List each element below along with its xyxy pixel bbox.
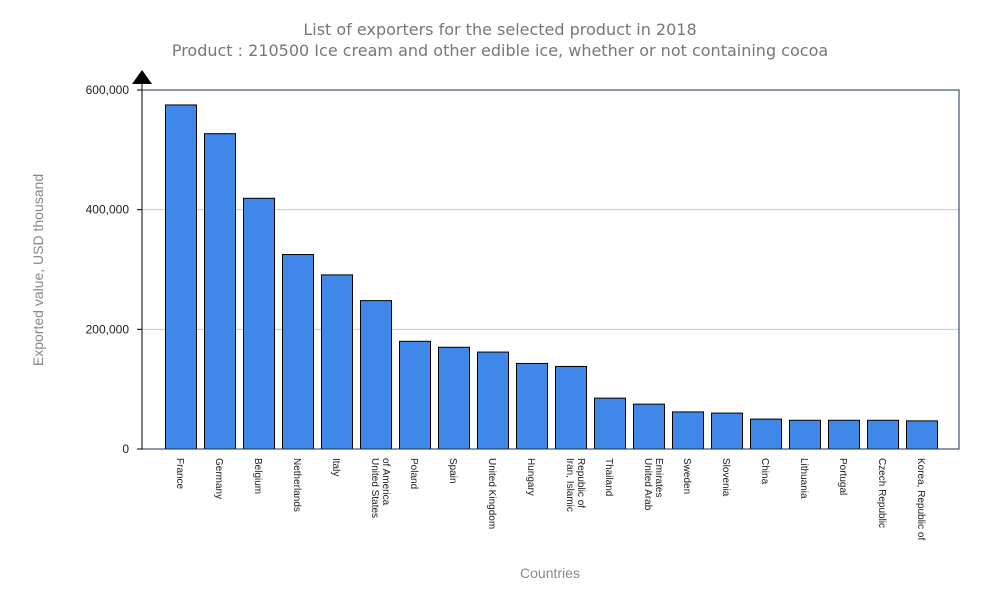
bar[interactable] xyxy=(321,274,353,450)
x-tick-label: Lithuania xyxy=(798,458,809,499)
x-tick-label: United States xyxy=(369,458,380,518)
x-tick-label: Portugal xyxy=(837,458,848,495)
bar[interactable] xyxy=(594,397,626,450)
x-tick-label: of America xyxy=(380,458,391,506)
x-tick-label: Slovenia xyxy=(720,458,731,497)
bar[interactable] xyxy=(360,300,392,450)
bar[interactable] xyxy=(906,420,938,450)
gridlines xyxy=(142,209,959,330)
x-tick-label: China xyxy=(759,458,770,485)
x-tick-label: United Kingdom xyxy=(486,458,497,529)
y-tick-label: 200,000 xyxy=(86,322,130,336)
bar[interactable] xyxy=(516,362,548,450)
bar[interactable] xyxy=(477,351,509,450)
x-tick-label: Belgium xyxy=(252,458,263,494)
bar[interactable] xyxy=(399,340,431,450)
x-tick-label: Hungary xyxy=(525,458,536,496)
bar[interactable] xyxy=(282,254,314,450)
bar[interactable] xyxy=(789,419,821,450)
x-tick-label: Thailand xyxy=(603,458,614,496)
x-tick-label: Italy xyxy=(330,458,341,476)
x-tick-label: Czech Republic xyxy=(876,458,887,528)
bar[interactable] xyxy=(750,418,782,450)
y-axis-ticks: 0 200,000 400,000 600,000 xyxy=(86,83,142,456)
bar[interactable] xyxy=(672,411,704,450)
x-axis-label: Countries xyxy=(520,565,580,581)
x-tick-label: Iran, Islamic xyxy=(564,458,575,512)
y-tick-label: 400,000 xyxy=(86,203,130,217)
bar[interactable] xyxy=(438,346,470,450)
bar[interactable] xyxy=(828,419,860,450)
x-tick-label: Korea, Republic of xyxy=(915,458,926,540)
x-tick-label: Emirates xyxy=(653,458,664,497)
x-tick-label: United Arab xyxy=(642,458,653,511)
y-axis-label: Exported value, USD thousand xyxy=(30,174,46,366)
x-tick-label: Poland xyxy=(408,458,419,489)
x-tick-label: Germany xyxy=(213,458,224,499)
x-tick-label: France xyxy=(174,458,185,490)
bar[interactable] xyxy=(711,412,743,450)
bar[interactable] xyxy=(165,104,197,450)
bar[interactable] xyxy=(243,197,275,450)
y-axis-arrow-icon xyxy=(132,70,152,84)
x-axis-ticks: France Germany Belgium Netherlands Italy Unit… xyxy=(174,458,926,540)
bar[interactable] xyxy=(204,133,236,450)
bars xyxy=(165,104,938,450)
x-tick-label: Republic of xyxy=(575,458,586,508)
x-tick-label: Spain xyxy=(447,458,458,484)
chart-subtitle: Product : 210500 Ice cream and other edi… xyxy=(172,41,828,60)
x-tick-label: Sweden xyxy=(681,458,692,494)
y-tick-label: 600,000 xyxy=(86,83,130,97)
bar[interactable] xyxy=(867,419,899,450)
x-tick-label: Netherlands xyxy=(291,458,302,512)
bar[interactable] xyxy=(633,403,665,450)
y-tick-label: 0 xyxy=(122,442,129,456)
bar[interactable] xyxy=(555,365,587,450)
chart-title: List of exporters for the selected produ… xyxy=(303,20,696,39)
